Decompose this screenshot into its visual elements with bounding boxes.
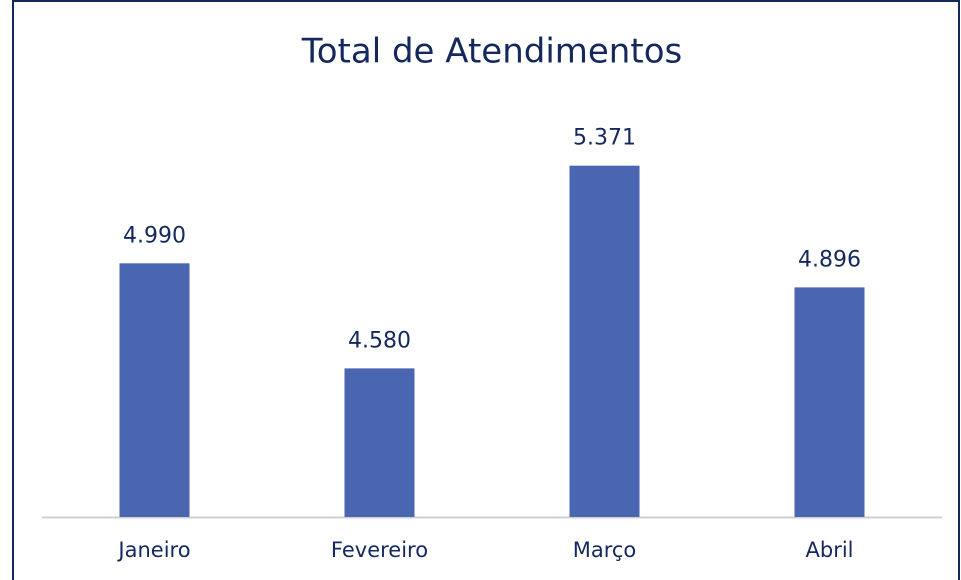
x-tick-label: Janeiro	[116, 538, 190, 562]
bar	[569, 165, 640, 517]
bar	[119, 263, 190, 517]
x-tick-label: Fevereiro	[331, 538, 428, 562]
bar	[344, 368, 415, 517]
chart-title: Total de Atendimentos	[301, 32, 682, 72]
data-label: 4.580	[348, 328, 411, 353]
data-label: 4.990	[123, 223, 186, 248]
x-tick-label: Abril	[806, 538, 854, 562]
data-label: 4.896	[798, 247, 861, 272]
bar	[794, 287, 865, 517]
data-label: 5.371	[573, 126, 636, 151]
x-tick-label: Março	[573, 538, 637, 562]
